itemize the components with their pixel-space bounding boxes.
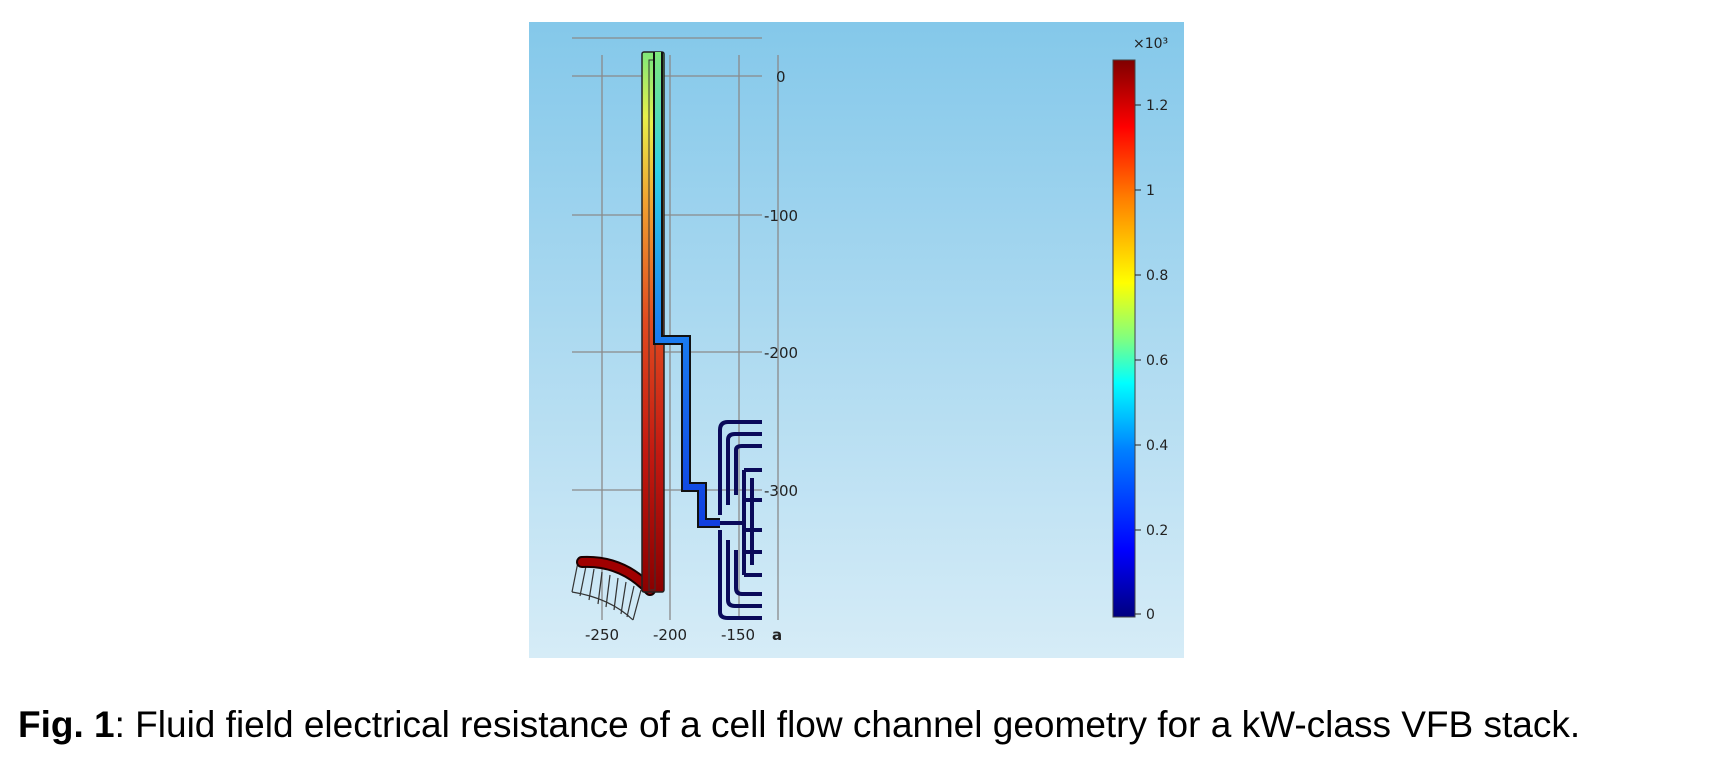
x-tick-2: -150 <box>721 626 755 644</box>
colorbar-tick-5: 0.2 <box>1146 523 1168 539</box>
caption-label: Fig. 1 <box>18 704 115 745</box>
colorbar-tick-3: 0.6 <box>1146 353 1168 369</box>
colorbar-tick-0: 1.2 <box>1146 98 1168 114</box>
x-tick-0: -250 <box>585 626 619 644</box>
flow-channel-geometry <box>571 51 762 621</box>
y-tick-0: 0 <box>776 68 786 86</box>
x-tick-1: -200 <box>653 626 687 644</box>
colorbar-tick-4: 0.4 <box>1146 438 1168 454</box>
stepped-channel-fill <box>655 52 720 526</box>
colorbar-gradient <box>1112 59 1136 618</box>
colorbar: ×10³ 1.2 1 0.8 0.6 0.4 0.2 0 <box>1112 36 1168 623</box>
distribution-comb <box>718 420 762 620</box>
y-tick-3: -300 <box>764 482 798 500</box>
colorbar-tick-2: 0.8 <box>1146 268 1168 284</box>
y-tick-2: -200 <box>764 344 798 362</box>
colorbar-exponent: ×10³ <box>1133 36 1168 52</box>
colorbar-tick-1: 1 <box>1146 183 1155 199</box>
manifold-hatch <box>571 561 642 621</box>
y-axis-labels: 0 -100 -200 -300 <box>764 68 798 500</box>
colorbar-tick-6: 0 <box>1146 607 1155 623</box>
x-axis-label-fragment: a <box>772 626 782 644</box>
y-tick-1: -100 <box>764 207 798 225</box>
caption-text: : Fluid field electrical resistance of a… <box>114 704 1581 745</box>
figure-caption: Fig. 1: Fluid field electrical resistanc… <box>18 701 1698 749</box>
x-axis-labels: -250 -200 -150 a <box>585 626 782 644</box>
plot-background <box>529 22 1184 658</box>
